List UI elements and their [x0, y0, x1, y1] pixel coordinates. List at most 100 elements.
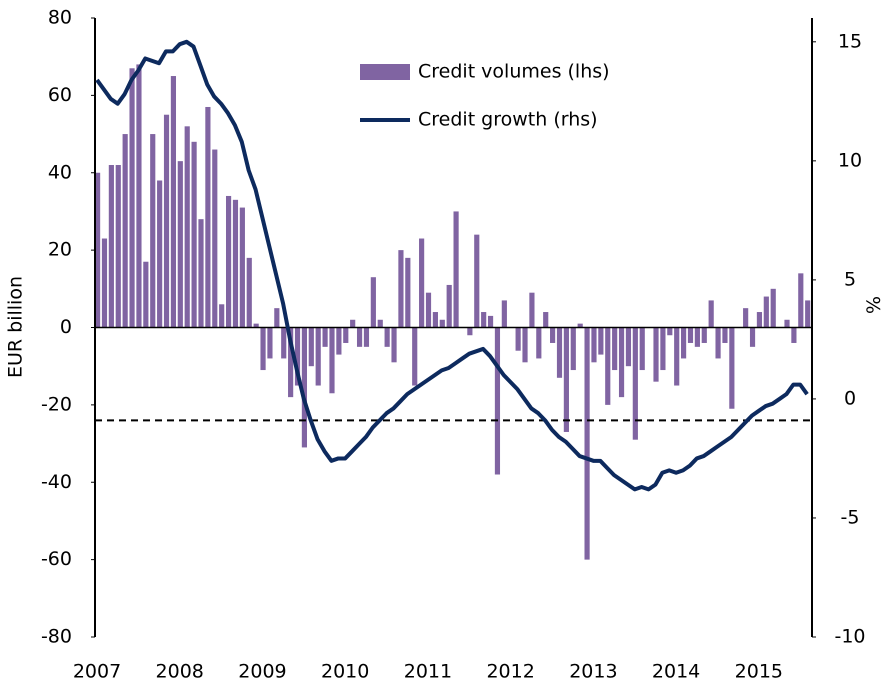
bar: [412, 327, 418, 386]
bar: [253, 323, 259, 328]
y-axis-label: EUR billion: [5, 276, 27, 378]
x-tick-label: 2009: [238, 661, 286, 683]
x-tick-label: 2007: [73, 661, 121, 683]
y-tick-label: 60: [48, 84, 72, 106]
y-tick-label: -60: [41, 548, 72, 570]
bar: [95, 172, 101, 328]
bar: [715, 327, 721, 359]
bar: [350, 319, 356, 328]
bar: [584, 327, 590, 560]
bar: [791, 327, 797, 343]
y-tick-label: 0: [60, 316, 72, 338]
bar: [301, 327, 307, 448]
bar: [570, 327, 576, 371]
bar: [274, 308, 280, 328]
bar: [122, 134, 128, 328]
bar: [370, 277, 376, 328]
bar: [550, 327, 556, 343]
bar: [170, 76, 177, 328]
bar: [798, 273, 804, 328]
bar: [281, 327, 287, 359]
bar: [536, 327, 542, 359]
bar: [494, 327, 501, 475]
legend-label: Credit volumes (lhs): [418, 61, 610, 83]
bar: [474, 234, 480, 328]
bar: [618, 327, 625, 398]
x-tick-label: 2014: [652, 661, 700, 683]
bar: [157, 180, 163, 328]
y-tick-label: -80: [41, 626, 72, 648]
bar: [329, 327, 335, 394]
bar: [653, 327, 659, 382]
bar: [660, 327, 666, 371]
bar: [543, 312, 549, 328]
bar: [377, 319, 383, 328]
y-tick-label: -20: [41, 393, 72, 415]
bar: [770, 288, 776, 328]
legend-label: Credit growth (rhs): [418, 109, 598, 131]
bar: [398, 250, 404, 328]
bar: [288, 327, 294, 398]
bar: [136, 64, 142, 328]
y2-tick-label: 5: [844, 268, 856, 290]
bar: [805, 300, 811, 328]
bar: [198, 219, 204, 328]
bar: [743, 308, 749, 328]
bar: [487, 315, 494, 328]
x-tick-label: 2013: [569, 661, 617, 683]
bar: [219, 304, 225, 328]
bar: [598, 327, 604, 355]
bar: [343, 327, 349, 343]
line: [95, 39, 809, 492]
bar: [115, 165, 121, 328]
bar: [694, 327, 700, 347]
bar: [315, 327, 321, 386]
bar: [722, 327, 728, 343]
bar: [419, 238, 425, 328]
x-tick-label: 2015: [735, 661, 783, 683]
bar: [439, 319, 445, 328]
bar: [515, 327, 521, 351]
bar: [191, 141, 197, 328]
bar: [501, 300, 507, 328]
bar: [322, 327, 328, 347]
y-tick-label: 40: [48, 161, 72, 183]
bar: [108, 165, 114, 328]
bar: [701, 327, 707, 343]
bar: [467, 327, 473, 336]
y2-tick-label: -5: [841, 506, 860, 528]
bar: [101, 238, 108, 328]
bar: [681, 327, 687, 359]
bar: [308, 327, 314, 367]
bar: [632, 327, 638, 440]
bar: [625, 327, 632, 367]
bar: [605, 327, 611, 405]
bar: [356, 327, 363, 347]
y-tick-label: 80: [48, 7, 72, 29]
bar: [363, 327, 370, 347]
y2-tick-label: 15: [838, 30, 862, 52]
bar: [729, 327, 735, 409]
bar: [163, 114, 170, 328]
bar: [150, 134, 156, 328]
x-tick-label: 2008: [156, 661, 204, 683]
bar: [294, 327, 301, 386]
bar: [612, 327, 618, 371]
bar: [267, 327, 273, 359]
bar: [225, 195, 232, 328]
y2-tick-label: -10: [834, 626, 865, 648]
bar: [756, 312, 763, 328]
bar: [246, 257, 252, 328]
bar: [563, 327, 569, 432]
bar: [687, 327, 694, 343]
y2-axis-label: %: [862, 296, 884, 314]
bar: [522, 327, 528, 363]
bar: [143, 261, 149, 328]
bar: [129, 68, 135, 328]
bar: [260, 327, 266, 371]
bar: [405, 257, 411, 328]
bar: [391, 327, 397, 363]
legend-swatch: [360, 64, 410, 80]
y2-tick-label: 10: [838, 149, 862, 171]
bar: [674, 327, 680, 386]
